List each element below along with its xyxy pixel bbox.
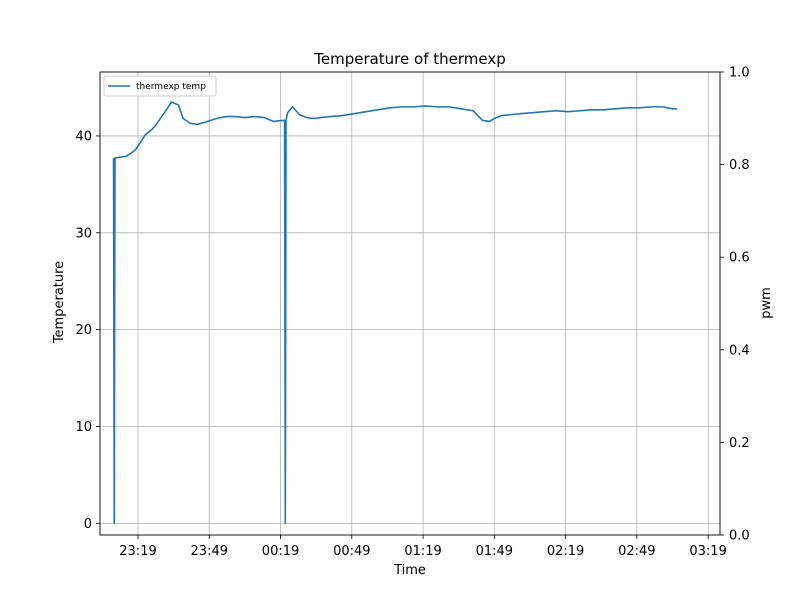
y2-tick-label: 0.8	[729, 158, 750, 173]
y2-tick-label: 0.6	[729, 251, 750, 266]
y-tick-label: 10	[75, 420, 92, 435]
x-tick-label: 00:49	[333, 544, 370, 559]
x-tick-label: 02:49	[618, 544, 655, 559]
series-line-0	[112, 101, 678, 525]
y2-tick-label: 0.0	[729, 529, 750, 544]
x-tick-label: 03:19	[689, 544, 726, 559]
grid-layer	[100, 72, 720, 535]
series-layer	[112, 101, 678, 525]
x-tick-label: 02:19	[547, 544, 584, 559]
x-tick-label: 23:19	[119, 544, 156, 559]
x-tick-label: 00:19	[262, 544, 299, 559]
x-tick-label: 01:19	[404, 544, 441, 559]
y2-tick-label: 0.4	[729, 343, 750, 358]
y2-tick-label: 0.2	[729, 436, 750, 451]
y-tick-label: 40	[75, 129, 92, 144]
y-tick-label: 30	[75, 226, 92, 241]
chart-title: Temperature of thermexp	[313, 50, 506, 68]
x-axis-label: Time	[393, 563, 426, 578]
y2-tick-label: 1.0	[729, 66, 750, 81]
x-tick-label: 23:49	[191, 544, 228, 559]
legend-entry-label: thermexp temp	[136, 82, 206, 92]
y2-axis-label: pwm	[759, 287, 774, 319]
x-tick-label: 01:49	[476, 544, 513, 559]
y-tick-label: 20	[75, 323, 92, 338]
legend: thermexp temp	[103, 75, 217, 97]
plot-frame	[99, 71, 721, 536]
legend-box	[103, 75, 217, 97]
axes-layer: 23:19 23:49 00:19 00:49 01:19 01:49 02:19 02:49…	[75, 66, 749, 560]
y-tick-label: 0	[84, 517, 92, 532]
y-axis-label: Temperature	[52, 261, 67, 344]
